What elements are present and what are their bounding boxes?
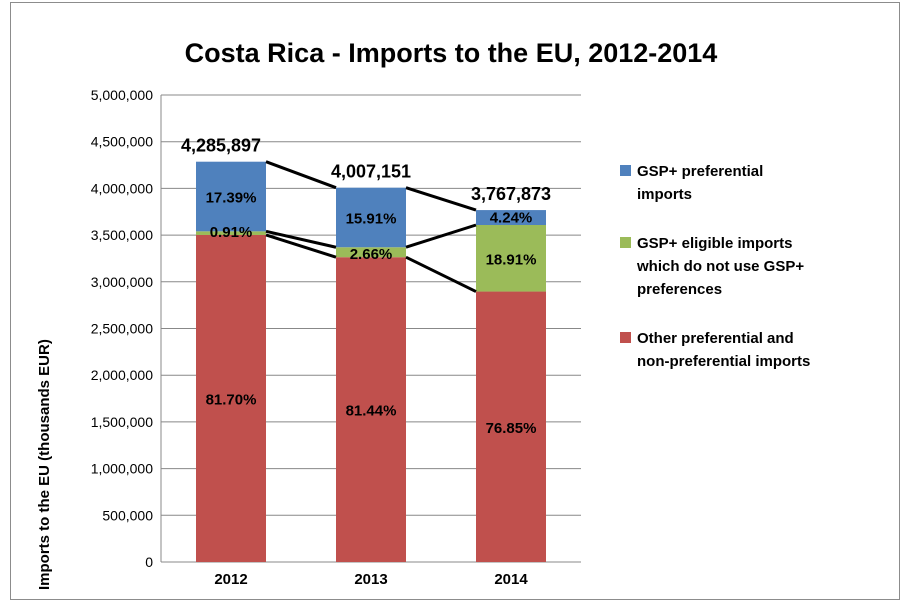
y-tick-label: 0 (145, 554, 153, 570)
x-tick-label: 2014 (494, 571, 528, 588)
legend-label: GSP+ preferential imports (637, 163, 764, 203)
chart-frame (10, 2, 900, 600)
y-tick-label: 2,500,000 (91, 321, 153, 337)
legend-item-other: Other preferential and non-preferential i… (620, 327, 890, 373)
percent-label: 15.91% (346, 210, 397, 227)
y-tick-label: 3,000,000 (91, 274, 153, 290)
series-line (265, 229, 337, 249)
y-tick-label: 4,500,000 (91, 134, 153, 150)
percent-label: 2.66% (350, 246, 393, 263)
legend: GSP+ preferential imports GSP+ eligible i… (620, 160, 890, 399)
series-line (265, 160, 337, 190)
y-tick-label: 5,000,000 (91, 87, 153, 103)
percent-label: 81.70% (206, 391, 257, 408)
series-line (405, 223, 477, 249)
bar-segment (196, 161, 266, 232)
series-line (405, 255, 477, 293)
legend-swatch (620, 237, 631, 248)
bar-segment (476, 225, 546, 292)
legend-item-gsp-preferential: GSP+ preferential imports (620, 160, 890, 206)
series-line (405, 186, 477, 212)
percent-label: 76.85% (486, 420, 537, 437)
bar-segment (336, 247, 406, 258)
percent-label: 18.91% (486, 251, 537, 268)
total-label: 4,007,151 (331, 162, 411, 182)
y-tick-label: 3,500,000 (91, 227, 153, 243)
x-tick-label: 2013 (354, 571, 387, 588)
legend-swatch (620, 332, 631, 343)
total-label: 4,285,897 (181, 136, 261, 156)
legend-label: Other preferential and non-preferential i… (637, 330, 811, 370)
legend-item-gsp-eligible: GSP+ eligible imports which do not use GS… (620, 232, 890, 301)
legend-swatch (620, 165, 631, 176)
chart-title: Costa Rica - Imports to the EU, 2012-201… (184, 38, 718, 68)
y-tick-label: 2,000,000 (91, 367, 153, 383)
x-tick-label: 2012 (214, 571, 247, 588)
y-tick-label: 1,000,000 (91, 461, 153, 477)
percent-label: 81.44% (346, 403, 397, 420)
y-tick-label: 500,000 (102, 507, 153, 523)
percent-label: 4.24% (490, 210, 533, 227)
bar-segment (196, 234, 266, 562)
y-tick-label: 4,000,000 (91, 180, 153, 196)
y-tick-label: 1,500,000 (91, 414, 153, 430)
bar-segment (336, 187, 406, 248)
percent-label: 0.91% (210, 224, 253, 241)
percent-label: 17.39% (206, 190, 257, 207)
legend-label: GSP+ eligible imports which do not use GS… (637, 235, 805, 298)
bar-segment (196, 231, 266, 235)
bar-segment (336, 257, 406, 562)
bar-segment (476, 291, 546, 562)
total-label: 3,767,873 (471, 184, 551, 204)
bar-segment (476, 210, 546, 226)
series-line (265, 233, 337, 259)
